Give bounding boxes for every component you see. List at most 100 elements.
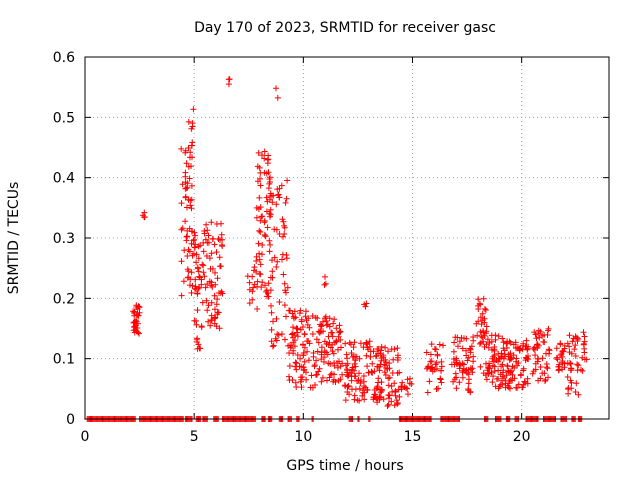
data-point — [135, 312, 142, 319]
data-point — [574, 338, 581, 344]
data-point — [320, 318, 326, 325]
data-point — [522, 357, 529, 364]
data-point — [366, 338, 373, 345]
data-point — [575, 391, 582, 398]
data-point — [428, 341, 435, 348]
data-point — [542, 376, 549, 383]
data-point — [388, 383, 395, 390]
data-point — [475, 318, 482, 325]
data-point — [499, 373, 506, 380]
data-point — [352, 363, 359, 370]
data-point — [467, 346, 474, 353]
data-point — [264, 293, 270, 300]
data-point — [385, 401, 392, 408]
data-point — [348, 350, 355, 356]
data-point — [326, 374, 333, 381]
data-point — [365, 346, 372, 353]
data-point — [349, 367, 356, 374]
data-point — [558, 352, 564, 359]
data-point — [535, 356, 542, 362]
data-point — [425, 363, 432, 370]
data-point — [274, 94, 281, 101]
data-point — [262, 282, 268, 289]
data-point — [284, 177, 291, 184]
x-tick-label: 15 — [404, 429, 422, 445]
data-point — [509, 371, 516, 378]
data-point — [256, 250, 263, 257]
data-point — [490, 373, 496, 380]
data-point — [337, 376, 344, 383]
grid-lines — [85, 57, 609, 419]
data-point — [180, 278, 187, 285]
data-point — [537, 375, 544, 382]
data-point — [456, 338, 463, 345]
data-point — [255, 240, 262, 247]
data-point — [497, 381, 504, 388]
data-point — [291, 315, 297, 322]
data-point — [377, 386, 384, 393]
data-point — [257, 261, 264, 268]
data-point — [133, 302, 140, 309]
data-point — [495, 333, 502, 340]
data-point — [326, 339, 333, 346]
data-point — [539, 370, 546, 377]
data-point — [368, 368, 375, 375]
data-point — [217, 263, 224, 270]
data-point — [310, 353, 317, 360]
y-tick-label: 0.3 — [53, 231, 75, 247]
data-point — [214, 296, 221, 303]
data-point — [303, 317, 310, 324]
data-point — [257, 169, 264, 176]
data-point — [185, 118, 192, 125]
data-point — [431, 346, 438, 352]
data-point — [504, 363, 511, 370]
data-point — [436, 341, 443, 348]
data-point — [557, 341, 564, 348]
data-point — [343, 362, 349, 369]
data-point — [130, 308, 137, 315]
data-point — [269, 257, 275, 264]
data-point — [196, 284, 203, 291]
data-point — [290, 334, 296, 341]
data-point — [532, 352, 539, 359]
data-point — [313, 357, 320, 364]
data-point — [408, 381, 415, 387]
data-point — [488, 369, 495, 376]
data-point — [488, 332, 495, 339]
data-point — [268, 302, 274, 309]
data-point — [477, 328, 484, 335]
data-point — [370, 348, 377, 355]
data-point — [294, 325, 301, 332]
data-point — [423, 349, 430, 356]
data-point — [356, 397, 363, 404]
data-point — [215, 309, 222, 316]
data-point — [331, 316, 338, 323]
data-point — [361, 389, 368, 396]
data-point — [321, 281, 328, 288]
data-point — [218, 288, 225, 295]
data-point — [315, 328, 322, 335]
data-point — [331, 362, 338, 369]
data-point — [309, 313, 316, 319]
data-point — [555, 367, 562, 374]
data-point — [182, 173, 189, 180]
data-point — [259, 251, 265, 258]
chart-title: Day 170 of 2023, SRMTID for receiver gas… — [194, 20, 496, 36]
data-point — [357, 340, 364, 347]
data-point — [259, 152, 265, 159]
data-point — [499, 335, 506, 342]
data-point — [301, 344, 308, 351]
data-point — [266, 237, 273, 244]
data-point — [343, 351, 350, 358]
data-point — [356, 385, 363, 392]
data-point — [184, 204, 190, 211]
data-point — [254, 306, 261, 312]
data-point — [385, 348, 391, 355]
data-point — [211, 292, 218, 299]
data-point — [394, 345, 401, 352]
data-point — [391, 380, 398, 387]
x-tick-label: 10 — [294, 429, 312, 445]
data-point — [257, 229, 264, 235]
data-point — [251, 264, 258, 271]
data-point — [532, 366, 539, 373]
